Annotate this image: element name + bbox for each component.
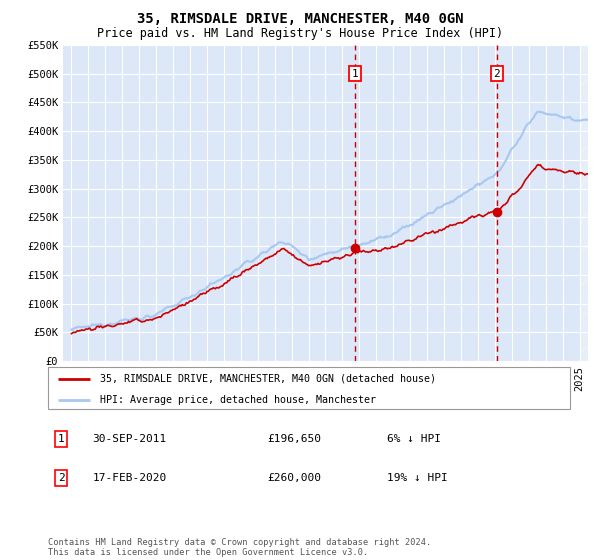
Text: 2: 2 bbox=[58, 473, 64, 483]
Text: 1: 1 bbox=[352, 68, 359, 78]
Text: HPI: Average price, detached house, Manchester: HPI: Average price, detached house, Manc… bbox=[100, 395, 376, 404]
FancyBboxPatch shape bbox=[48, 367, 570, 409]
Text: 35, RIMSDALE DRIVE, MANCHESTER, M40 0GN (detached house): 35, RIMSDALE DRIVE, MANCHESTER, M40 0GN … bbox=[100, 374, 436, 384]
Text: 2: 2 bbox=[494, 68, 500, 78]
Text: 6% ↓ HPI: 6% ↓ HPI bbox=[388, 434, 442, 444]
Text: £260,000: £260,000 bbox=[267, 473, 321, 483]
Text: 17-FEB-2020: 17-FEB-2020 bbox=[92, 473, 167, 483]
Text: Contains HM Land Registry data © Crown copyright and database right 2024.
This d: Contains HM Land Registry data © Crown c… bbox=[48, 538, 431, 557]
Text: 30-SEP-2011: 30-SEP-2011 bbox=[92, 434, 167, 444]
Text: 35, RIMSDALE DRIVE, MANCHESTER, M40 0GN: 35, RIMSDALE DRIVE, MANCHESTER, M40 0GN bbox=[137, 12, 463, 26]
Text: £196,650: £196,650 bbox=[267, 434, 321, 444]
Text: 1: 1 bbox=[58, 434, 64, 444]
Text: 19% ↓ HPI: 19% ↓ HPI bbox=[388, 473, 448, 483]
Text: Price paid vs. HM Land Registry's House Price Index (HPI): Price paid vs. HM Land Registry's House … bbox=[97, 27, 503, 40]
